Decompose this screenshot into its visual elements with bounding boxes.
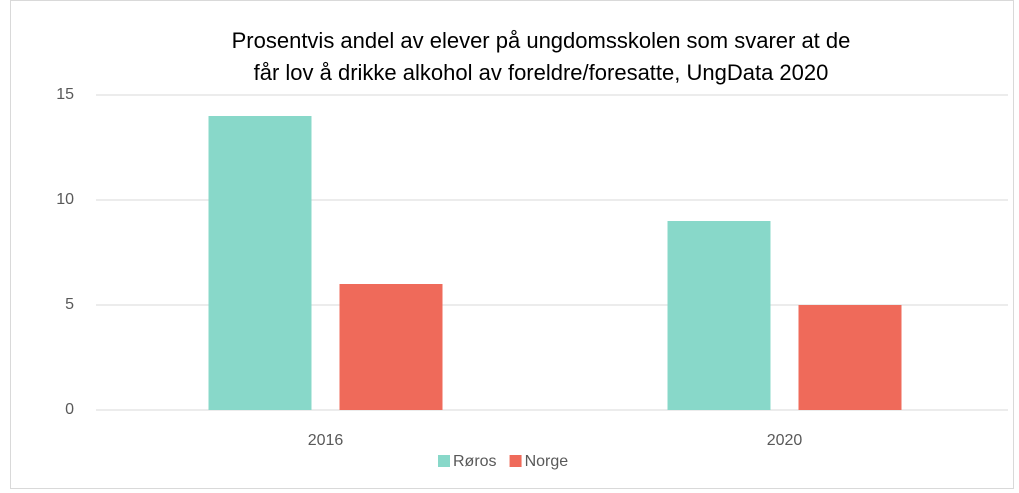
chart-title: Prosentvis andel av elever på ungdomssko…	[232, 28, 851, 53]
legend-label: Røros	[453, 453, 497, 470]
x-tick-label: 2016	[308, 432, 344, 449]
bar	[798, 305, 902, 410]
chart-title: får lov å drikke alkohol av foreldre/for…	[254, 60, 829, 85]
bar	[667, 221, 771, 410]
legend-swatch	[438, 455, 450, 467]
bar	[208, 116, 312, 410]
y-tick-label: 10	[56, 191, 74, 208]
x-tick-label: 2020	[767, 432, 803, 449]
bar	[339, 284, 443, 410]
y-tick-label: 15	[56, 86, 74, 103]
y-tick-label: 5	[65, 296, 74, 313]
legend-label: Norge	[525, 453, 569, 470]
legend-swatch	[509, 455, 522, 467]
y-tick-label: 0	[65, 401, 74, 418]
